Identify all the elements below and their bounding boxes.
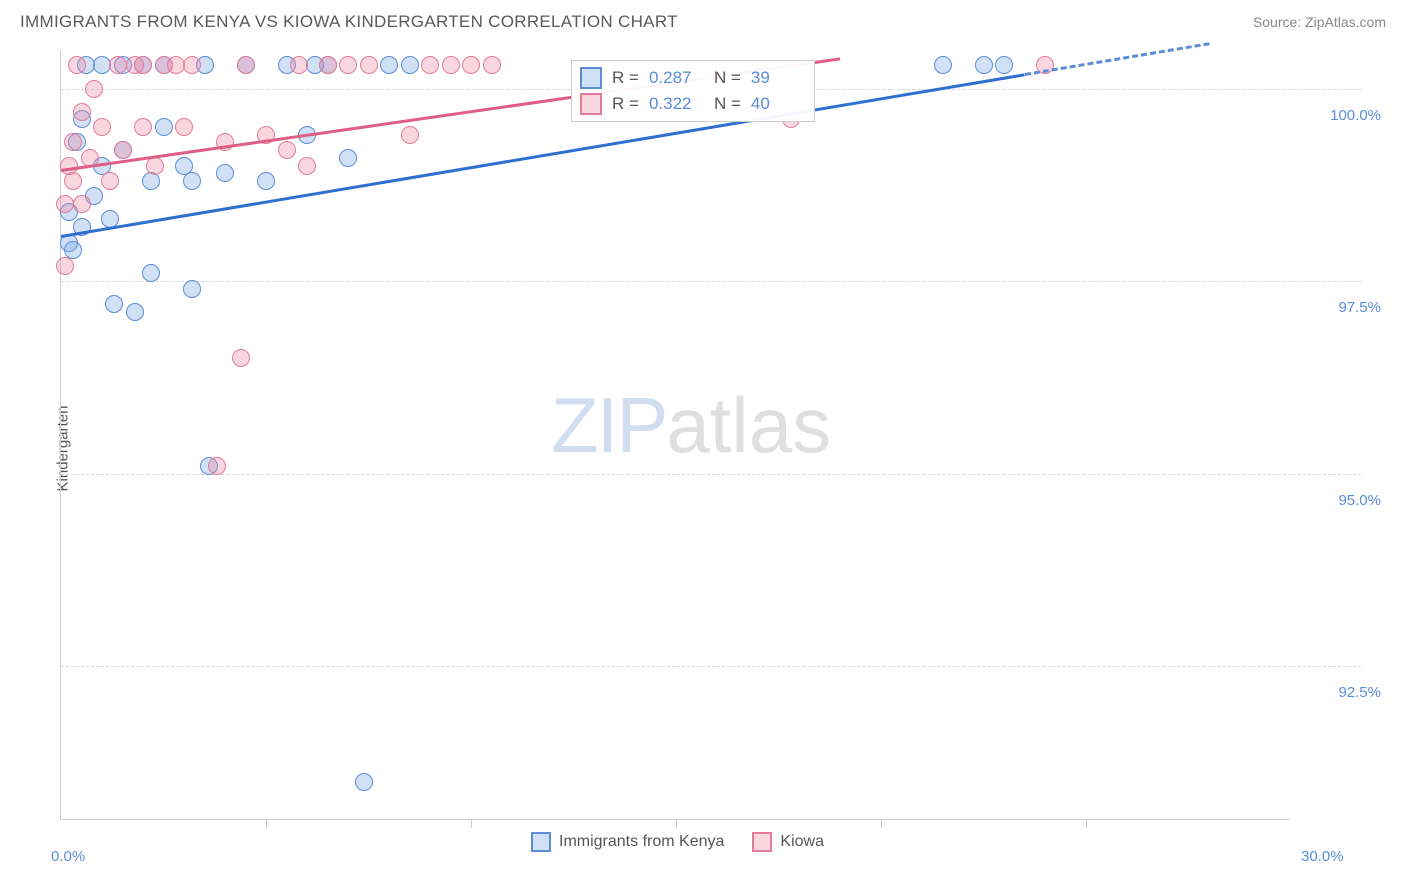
data-point [142, 264, 160, 282]
stats-row: R = 0.322 N = 40 [580, 91, 806, 117]
trend-line [61, 73, 1025, 238]
data-point [101, 172, 119, 190]
data-point [155, 118, 173, 136]
data-point [56, 257, 74, 275]
y-tick-label: 100.0% [1311, 107, 1381, 124]
watermark: ZIPatlas [551, 380, 831, 471]
data-point [401, 56, 419, 74]
data-point [93, 118, 111, 136]
data-point [319, 56, 337, 74]
gridline [61, 474, 1361, 475]
legend-label: Immigrants from Kenya [559, 833, 724, 851]
y-tick-label: 92.5% [1311, 684, 1381, 701]
chart-container: Kindergarten ZIPatlas 92.5%95.0%97.5%100… [0, 40, 1406, 870]
data-point [183, 280, 201, 298]
data-point [339, 56, 357, 74]
data-point [56, 195, 74, 213]
n-value: 39 [751, 68, 806, 88]
r-value: 0.322 [649, 94, 704, 114]
r-value: 0.287 [649, 68, 704, 88]
watermark-atlas: atlas [666, 381, 831, 469]
legend-item: Kiowa [752, 832, 824, 852]
watermark-zip: ZIP [551, 381, 666, 469]
data-point [167, 56, 185, 74]
stats-row: R = 0.287 N = 39 [580, 65, 806, 91]
data-point [175, 118, 193, 136]
data-point [142, 172, 160, 190]
data-point [183, 172, 201, 190]
series-swatch [580, 93, 602, 115]
data-point [421, 56, 439, 74]
r-label: R = [612, 68, 639, 88]
data-point [975, 56, 993, 74]
data-point [208, 457, 226, 475]
chart-title: IMMIGRANTS FROM KENYA VS KIOWA KINDERGAR… [20, 12, 678, 32]
r-label: R = [612, 94, 639, 114]
data-point [73, 103, 91, 121]
legend-swatch [531, 832, 551, 852]
data-point [442, 56, 460, 74]
data-point [290, 56, 308, 74]
data-point [64, 133, 82, 151]
gridline [61, 281, 1361, 282]
legend-swatch [752, 832, 772, 852]
data-point [85, 80, 103, 98]
data-point [216, 164, 234, 182]
data-point [380, 56, 398, 74]
data-point [68, 56, 86, 74]
data-point [401, 126, 419, 144]
data-point [64, 172, 82, 190]
plot-area: ZIPatlas 92.5%95.0%97.5%100.0%0.0%30.0%R… [60, 50, 1290, 820]
x-tick-mark [676, 820, 677, 828]
source-link[interactable]: ZipAtlas.com [1305, 14, 1386, 30]
source-attribution: Source: ZipAtlas.com [1253, 14, 1386, 30]
data-point [93, 56, 111, 74]
data-point [483, 56, 501, 74]
data-point [237, 56, 255, 74]
x-tick-mark [1086, 820, 1087, 828]
data-point [134, 118, 152, 136]
data-point [278, 141, 296, 159]
n-label: N = [714, 68, 741, 88]
n-label: N = [714, 94, 741, 114]
bottom-legend: Immigrants from Kenya Kiowa [531, 832, 824, 852]
x-tick-label: 30.0% [1301, 848, 1344, 865]
data-point [257, 172, 275, 190]
data-point [360, 56, 378, 74]
legend-item: Immigrants from Kenya [531, 832, 724, 852]
source-label: Source: [1253, 14, 1305, 30]
legend-label: Kiowa [780, 833, 824, 851]
data-point [105, 295, 123, 313]
stats-legend-box: R = 0.287 N = 39 R = 0.322 N = 40 [571, 60, 815, 122]
y-tick-label: 95.0% [1311, 492, 1381, 509]
data-point [339, 149, 357, 167]
x-tick-mark [881, 820, 882, 828]
data-point [126, 303, 144, 321]
data-point [934, 56, 952, 74]
gridline [61, 666, 1361, 667]
data-point [134, 56, 152, 74]
data-point [73, 195, 91, 213]
series-swatch [580, 67, 602, 89]
data-point [183, 56, 201, 74]
chart-header: IMMIGRANTS FROM KENYA VS KIOWA KINDERGAR… [0, 0, 1406, 40]
x-tick-label: 0.0% [51, 848, 85, 865]
data-point [114, 141, 132, 159]
data-point [995, 56, 1013, 74]
data-point [298, 157, 316, 175]
data-point [232, 349, 250, 367]
y-tick-label: 97.5% [1311, 299, 1381, 316]
data-point [109, 56, 127, 74]
data-point [355, 773, 373, 791]
x-tick-mark [471, 820, 472, 828]
n-value: 40 [751, 94, 806, 114]
x-tick-mark [266, 820, 267, 828]
data-point [462, 56, 480, 74]
